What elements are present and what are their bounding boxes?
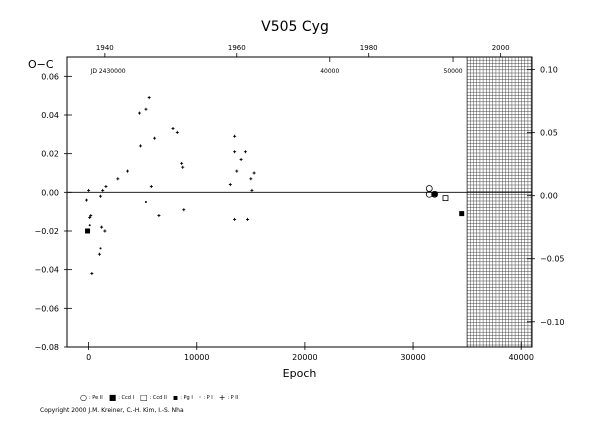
- data-point-filled-square: [432, 191, 438, 197]
- plus-icon: +: [218, 393, 226, 402]
- data-point-plus: [139, 144, 143, 148]
- data-point-plus: [233, 150, 237, 154]
- data-point-plus: [100, 225, 104, 229]
- y-tick-label: 0.00: [41, 188, 59, 197]
- data-point-dot: [99, 247, 102, 250]
- right-y-tick-label: −0.05: [540, 255, 565, 264]
- small-square-icon: ▪: [172, 393, 179, 402]
- x-tick-label: 20000: [292, 353, 317, 362]
- data-point-plus: [182, 208, 186, 212]
- x-tick-label: 10000: [184, 353, 209, 362]
- data-point-plus: [181, 165, 185, 169]
- right-y-tick-label: 0.10: [540, 66, 558, 75]
- y-tick-label: 0.04: [41, 111, 59, 120]
- data-point-plus: [88, 215, 92, 219]
- open-square-icon: □: [140, 393, 148, 402]
- dot-icon: ·: [198, 393, 202, 402]
- legend-item-ccd-ii: □ : Ccd II: [140, 394, 167, 402]
- data-point-plus: [157, 214, 161, 218]
- year-tick-label: 2000: [492, 44, 510, 52]
- data-point-plus: [250, 188, 254, 192]
- data-point-plus: [137, 111, 141, 115]
- data-point-plus: [99, 194, 103, 198]
- data-point-dot: [88, 224, 91, 227]
- data-point-plus: [87, 188, 91, 192]
- copyright-text: Copyright 2000 J.M. Kreiner, C.-H. Kim, …: [40, 407, 184, 414]
- data-point-plus: [126, 169, 130, 173]
- x-axis-label: Epoch: [283, 367, 317, 380]
- x-tick-label: 30000: [400, 353, 425, 362]
- y-tick-label: −0.08: [34, 343, 59, 352]
- data-point-filled-square: [85, 228, 91, 234]
- year-tick-label: 1980: [360, 44, 378, 52]
- data-point-plus: [249, 177, 253, 181]
- jd-tick-label: 50000: [444, 68, 463, 75]
- jd-tick-label: 40000: [320, 68, 339, 75]
- legend-item-p-i: · : P I: [199, 394, 213, 402]
- data-point-plus: [90, 272, 94, 276]
- y-axis-label: O−C: [28, 58, 54, 71]
- legend-label: : P II: [227, 395, 239, 401]
- legend-label: : P I: [203, 395, 213, 401]
- data-point-plus: [147, 96, 151, 100]
- data-point-plus: [103, 229, 107, 233]
- data-point-plus: [104, 185, 108, 189]
- right-y-tick-label: 0.00: [540, 192, 558, 201]
- data-point-plus: [84, 198, 88, 202]
- year-tick-label: 1940: [96, 44, 114, 52]
- legend-item-p-ii: + : P II: [219, 394, 239, 402]
- data-point-open-square: [442, 195, 449, 202]
- legend-label: : Ccd II: [149, 395, 167, 401]
- year-tick-label: 1960: [228, 44, 246, 52]
- data-point-plus: [228, 183, 232, 187]
- data-point-open-circle: [431, 190, 439, 198]
- jd-axis-label: JD 2430000: [90, 68, 126, 75]
- data-point-plus: [175, 130, 179, 134]
- data-point-plus: [101, 188, 105, 192]
- x-tick-label: 40000: [508, 353, 533, 362]
- filled-square-icon: ■: [108, 393, 117, 402]
- legend-label: : Pg I: [180, 395, 193, 401]
- data-point-plus: [180, 161, 184, 165]
- legend-label: : Ccd I: [118, 395, 135, 401]
- data-point-plus: [233, 217, 237, 221]
- legend-label: : Pe II: [88, 395, 103, 401]
- data-point-plus: [239, 157, 243, 161]
- data-point-plus: [235, 169, 239, 173]
- data-point-filled-square: [459, 211, 465, 217]
- legend-item-ccd-i: ■ : Ccd I: [109, 394, 134, 402]
- data-point-plus: [149, 185, 153, 189]
- right-y-tick-label: −0.10: [540, 318, 565, 327]
- data-point-dot: [144, 201, 147, 203]
- data-point-plus: [233, 134, 237, 138]
- data-point-plus: [171, 127, 175, 131]
- data-point-plus: [246, 217, 250, 221]
- data-point-open-circle: [425, 185, 433, 192]
- y-tick-label: −0.04: [34, 266, 59, 275]
- data-point-plus: [97, 252, 101, 256]
- right-y-tick-label: 0.05: [540, 129, 558, 138]
- y-tick-label: 0.06: [41, 72, 59, 81]
- data-point-plus: [116, 177, 120, 181]
- data-point-open-circle: [425, 190, 433, 198]
- data-point-plus: [243, 150, 247, 154]
- legend-item-pg-i: ▪ : Pg I: [173, 394, 193, 402]
- y-tick-label: −0.06: [34, 304, 59, 313]
- data-point-plus: [153, 136, 157, 140]
- chart-title: V505 Cyg: [261, 19, 329, 35]
- data-point-plus: [144, 107, 148, 111]
- x-tick-label: 0: [86, 353, 91, 362]
- y-tick-label: −0.02: [34, 227, 59, 236]
- future-region: [466, 56, 533, 348]
- legend-item-pe-ii: ○ : Pe II: [80, 394, 103, 402]
- data-point-plus: [89, 214, 93, 218]
- y-tick-label: 0.02: [41, 150, 59, 159]
- open-circle-icon: ○: [80, 393, 87, 402]
- legend: ○ : Pe II ■ : Ccd I □ : Ccd II ▪ : Pg I …: [80, 392, 238, 404]
- plot-frame: [66, 56, 533, 348]
- data-point-plus: [252, 171, 256, 175]
